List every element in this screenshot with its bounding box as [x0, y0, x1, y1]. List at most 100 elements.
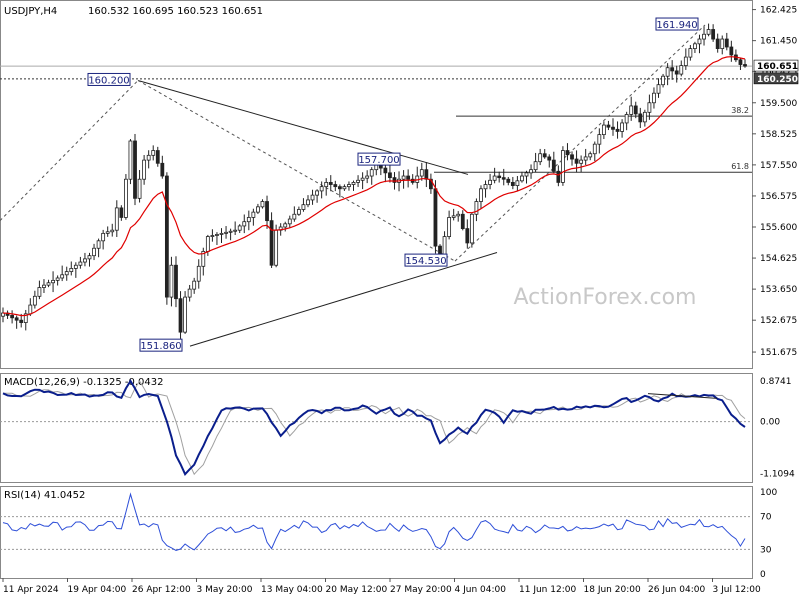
price-tick-label: 159.500 [760, 99, 797, 109]
candle-body [542, 153, 547, 158]
candle-body [688, 48, 693, 58]
price-annotation: 151.860 [139, 338, 183, 352]
price-tick-label: 155.600 [760, 223, 797, 233]
candle-body [419, 169, 424, 177]
candle-body [210, 235, 215, 237]
panel-border [0, 0, 753, 369]
rsi-panel [0, 492, 752, 551]
x-tick-label: 11 Jun 12:00 [519, 585, 576, 595]
candle-body [324, 182, 329, 188]
candle-body [588, 153, 593, 158]
fib-label: 61.8 [731, 162, 749, 171]
price-annotation: 157.700 [357, 152, 401, 166]
candle-body [164, 175, 169, 298]
price-tick-label: 152.675 [760, 316, 797, 326]
candle-body [579, 159, 584, 164]
candle-body [265, 201, 269, 222]
candle-body [474, 201, 479, 215]
candle-body [706, 29, 711, 35]
candle-body [556, 170, 561, 183]
candle-body [92, 247, 96, 257]
candle-body [224, 231, 228, 234]
moving-average-line [2, 56, 746, 317]
candle-body [319, 186, 324, 192]
candle-body [551, 159, 556, 172]
candle-body [501, 177, 506, 180]
candle-body [151, 150, 156, 156]
price-tick-label: 156.575 [760, 192, 797, 202]
price-tag-box [753, 72, 799, 85]
candle-body [638, 113, 643, 123]
candle-body [724, 38, 729, 48]
candle-body [60, 274, 65, 279]
x-tick-label: 19 Apr 04:00 [68, 585, 127, 595]
x-tick-label: 26 Apr 12:00 [132, 585, 191, 595]
candle-body [565, 150, 570, 156]
candle-body [365, 175, 370, 179]
annotation-label: 160.200 [88, 75, 129, 86]
candle-body [679, 65, 684, 75]
macd-divergence-line [647, 393, 718, 399]
candle-body [128, 140, 133, 180]
candle-body [497, 175, 502, 179]
candle-body [729, 46, 734, 56]
rsi-title: RSI(14) 41.0452 [4, 490, 85, 501]
candle-body [187, 288, 192, 298]
panel-frames [0, 0, 753, 579]
candle-body [538, 153, 543, 163]
annotation-box [139, 338, 183, 352]
candle-body [711, 29, 716, 40]
candle-body [342, 186, 347, 190]
candle-body [160, 162, 165, 177]
annotation-label: 154.530 [405, 256, 446, 267]
candle-body [670, 67, 675, 72]
rsi-tick-label: 30 [760, 545, 772, 555]
candle-body [178, 298, 183, 333]
candle-body [606, 124, 611, 128]
fib-label: 38.2 [731, 106, 749, 115]
candle-body [715, 38, 720, 50]
candle-body [237, 225, 242, 231]
candle-body [19, 319, 24, 323]
candle-body [529, 169, 533, 174]
candle-body [506, 178, 511, 183]
candle-body [524, 172, 529, 177]
candle-body [83, 258, 87, 263]
candle-body [561, 150, 565, 183]
macd-signal-line [3, 380, 746, 476]
candle-body [87, 255, 92, 260]
rsi-line [2, 492, 746, 551]
annotation-box [357, 152, 401, 166]
candle-body [328, 182, 333, 185]
projection-line-1 [0, 80, 139, 221]
x-tick-label: 20 May 12:00 [326, 585, 388, 595]
x-tick-label: 11 Apr 2024 [3, 585, 59, 595]
candle-body [119, 207, 124, 218]
rsi-tick-label: 0 [760, 570, 766, 580]
watermark: ActionForex.com [514, 285, 697, 310]
candle-body [110, 229, 115, 233]
macd-title: MACD(12,26,9) -0.1325 -0.0432 [4, 377, 164, 388]
candle-body [697, 38, 702, 45]
candle-body [242, 221, 247, 227]
x-tick-label: 13 May 04:00 [261, 585, 323, 595]
candle-body [296, 209, 301, 215]
candle-body [301, 204, 306, 210]
candle-body [447, 217, 452, 237]
candle-body [228, 230, 233, 233]
candle-body [647, 102, 652, 113]
candle-body [615, 128, 620, 132]
candle-body [433, 188, 438, 247]
candle-body [42, 284, 46, 288]
candle-body [693, 43, 697, 50]
candle-body [251, 211, 256, 218]
candle-body [28, 304, 33, 315]
candle-body [674, 70, 679, 75]
candle-body [146, 154, 151, 161]
x-tick-label: 18 Jun 20:00 [584, 585, 641, 595]
candle-body [429, 178, 433, 190]
candle-body [652, 92, 656, 104]
price-tag-label: 160.651 [757, 62, 798, 72]
candle-body [720, 38, 725, 50]
